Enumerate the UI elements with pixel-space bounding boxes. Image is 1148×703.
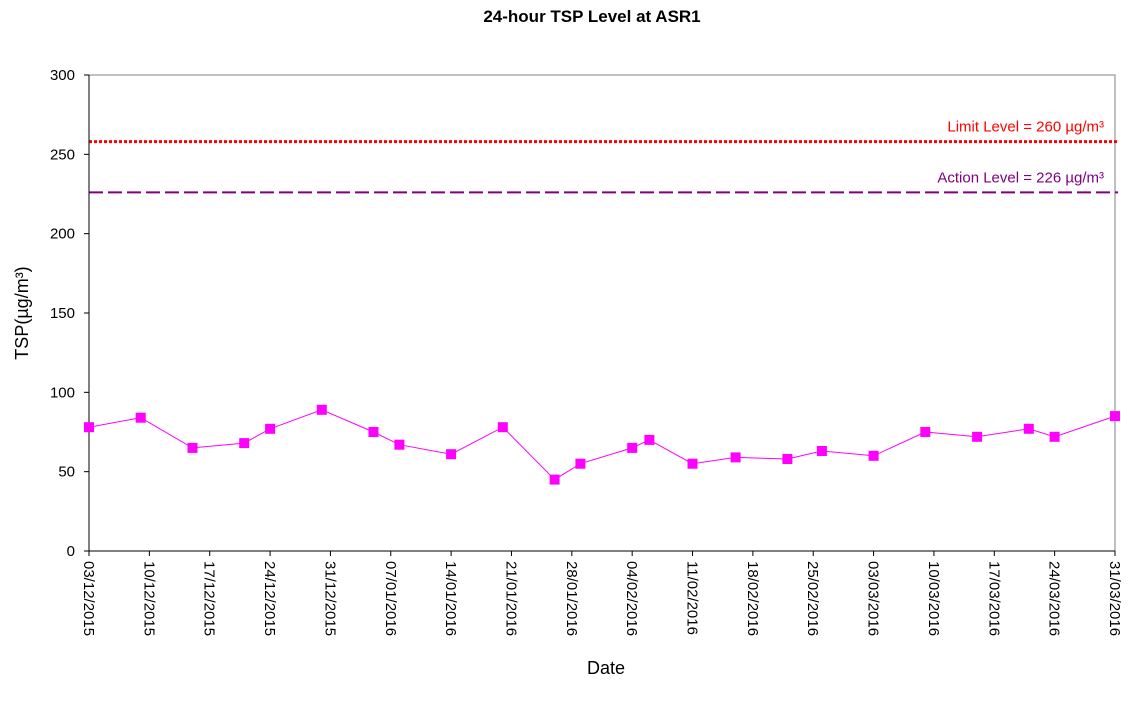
y-tick-label: 150 [50,305,75,322]
reference-line-label: Limit Level = 260 µg/m³ [947,119,1104,136]
data-point [920,427,931,437]
x-tick-label: 28/01/2016 [563,561,580,636]
data-point [687,458,698,469]
x-tick-label: 11/02/2016 [684,561,701,635]
y-tick-label: 0 [67,543,75,560]
data-point [265,423,276,434]
data-point [394,439,405,450]
x-tick-label: 18/02/2016 [744,561,761,636]
reference-lines: Limit Level = 260 µg/m³ Action Level = 22… [89,119,1118,194]
data-point [730,452,741,463]
data-point [368,427,379,437]
x-tick-label: 04/02/2016 [623,561,640,636]
data-point [816,446,827,456]
data-point [1023,423,1034,434]
series-layer [84,404,1120,485]
data-point [316,404,327,415]
y-axis: 0 50 100 150 200 250 300 [50,67,90,560]
chart-title: 24-hour TSP Level at ASR1 [483,7,700,26]
data-point [1049,431,1060,442]
y-axis-title: TSP(µg/m³) [12,266,32,359]
x-tick-label: 24/12/2015 [261,561,278,636]
plot-area [88,74,1116,552]
data-point [644,434,655,445]
y-tick-label: 200 [50,226,75,243]
x-tick-label: 25/02/2016 [804,561,821,636]
data-point [972,431,983,442]
x-tick-label: 10/03/2016 [925,561,942,636]
x-axis-title: Date [587,658,625,678]
data-point [84,422,94,433]
data-point [187,442,198,453]
x-tick-label: 31/03/2016 [1106,561,1123,636]
x-tick-label: 10/12/2015 [140,561,157,636]
x-tick-label: 07/01/2016 [382,561,399,636]
data-point [868,450,879,461]
data-point [549,474,560,485]
data-point [575,458,586,469]
x-tick-label: 17/03/2016 [985,561,1002,636]
data-point [497,422,508,433]
x-tick-label: 14/01/2016 [442,561,459,636]
data-point [239,438,250,449]
y-tick-label: 250 [50,146,75,163]
x-tick-label: 21/01/2016 [502,561,519,636]
x-tick-label: 03/03/2016 [865,561,882,636]
data-point [446,449,457,460]
y-tick-label: 100 [50,384,75,401]
data-point [135,412,146,423]
y-tick-label: 300 [50,67,75,84]
x-axis: 03/12/2015 10/12/2015 17/12/2015 24/12/2015… [80,550,1123,636]
data-point [782,454,793,464]
reference-line-label: Action Level = 226 µg/m³ [937,169,1104,186]
x-tick-label: 31/12/2015 [321,561,338,636]
x-tick-label: 24/03/2016 [1046,561,1063,636]
x-tick-label: 17/12/2015 [201,561,218,636]
x-tick-label: 03/12/2015 [80,561,97,636]
data-point [1110,411,1120,422]
data-point [627,442,638,453]
y-tick-label: 50 [58,464,75,481]
